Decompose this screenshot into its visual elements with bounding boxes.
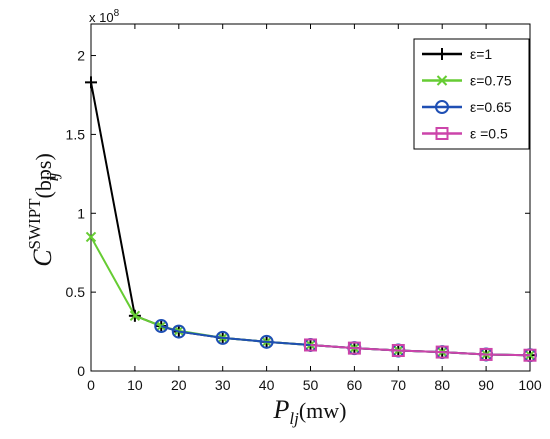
legend-marker — [435, 100, 449, 114]
data-point — [259, 334, 274, 349]
y-axis-label: CSWIPT(bps) — [25, 153, 57, 267]
x-tick-label: 10 — [127, 377, 143, 393]
data-point — [523, 348, 537, 362]
y-tick-label: 0 — [77, 363, 85, 379]
y-tick-label: 0.5 — [66, 284, 86, 300]
data-point — [391, 343, 405, 357]
y-multiplier-exponent: 8 — [114, 8, 120, 19]
x-tick-label: 100 — [518, 377, 542, 393]
y-multiplier: x 108 — [89, 8, 120, 25]
data-point — [435, 345, 449, 359]
x-tick-label: 20 — [171, 377, 187, 393]
data-point — [171, 324, 186, 339]
legend-label: ε =0.5 — [470, 126, 508, 142]
x-tick-label: 80 — [434, 377, 450, 393]
y-tick-label: 1 — [77, 205, 85, 221]
y-axis-label-subscript: ij — [43, 172, 62, 182]
data-point — [215, 330, 230, 345]
legend-label: ε=0.65 — [470, 99, 512, 115]
legend-item: ε=1 — [422, 46, 492, 62]
data-point — [304, 338, 317, 352]
y-axis-ticks: 0 0.5 1 1.5 2 — [66, 48, 530, 379]
series-layer — [85, 76, 537, 363]
legend-marker — [436, 48, 448, 60]
x-tick-label: 0 — [87, 377, 95, 393]
y-tick-label: 2 — [77, 48, 85, 64]
legend-item: ε =0.5 — [422, 126, 508, 142]
data-point — [479, 347, 493, 361]
legend: ε=1 ε=0.75 ε=0.65 ε =0.5 — [413, 38, 530, 150]
data-point — [85, 231, 97, 243]
legend-label: ε=0.75 — [470, 73, 512, 89]
series-line — [310, 343, 531, 357]
data-point — [85, 76, 97, 89]
data-point — [154, 319, 169, 334]
x-axis-label: Plj(mw) — [273, 395, 347, 428]
legend-label: ε=1 — [470, 46, 492, 62]
series-3 — [304, 338, 537, 362]
y-tick-label: 1.5 — [66, 126, 86, 142]
legend-box — [413, 38, 530, 150]
x-tick-label: 90 — [478, 377, 494, 393]
x-tick-label: 50 — [303, 377, 319, 393]
legend-marker — [435, 127, 449, 140]
data-point — [347, 341, 361, 355]
data-point — [129, 310, 141, 322]
x-tick-label: 60 — [347, 377, 363, 393]
x-tick-label: 30 — [215, 377, 231, 393]
legend-marker — [436, 75, 448, 86]
x-axis-ticks: 0 10 20 30 40 50 60 70 80 90 100 — [87, 24, 542, 393]
x-tick-label: 40 — [259, 377, 275, 393]
legend-item: ε=0.65 — [422, 99, 512, 115]
x-tick-label: 70 — [391, 377, 407, 393]
legend-item: ε=0.75 — [422, 73, 512, 89]
